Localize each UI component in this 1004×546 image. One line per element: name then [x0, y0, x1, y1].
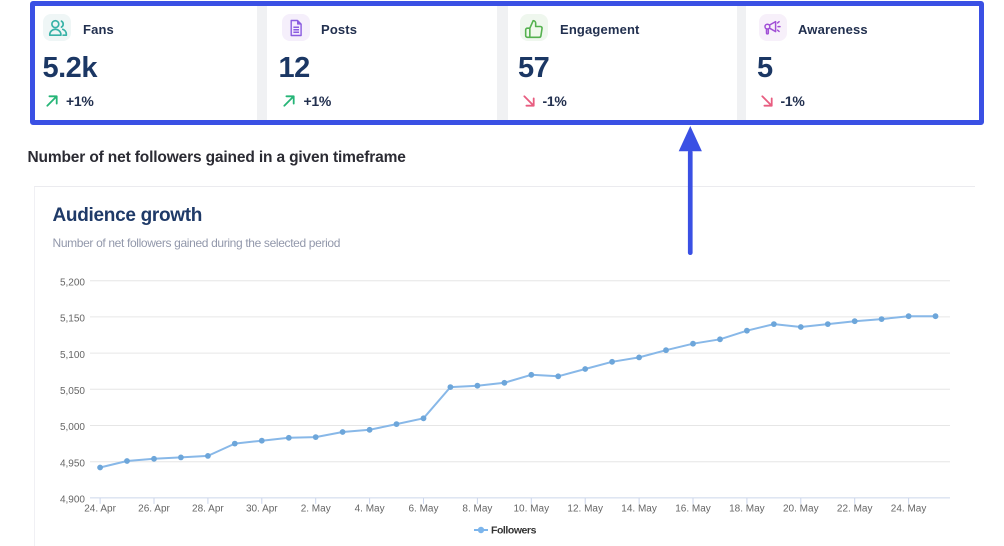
svg-text:30. Apr: 30. Apr [246, 504, 278, 515]
svg-text:4,900: 4,900 [60, 495, 85, 506]
svg-text:16. May: 16. May [675, 504, 711, 515]
svg-text:26. Apr: 26. Apr [138, 504, 170, 515]
svg-text:22. May: 22. May [837, 504, 873, 515]
svg-text:4,950: 4,950 [60, 458, 85, 469]
svg-text:10. May: 10. May [514, 504, 550, 515]
svg-text:5,000: 5,000 [60, 422, 85, 433]
svg-text:2. May: 2. May [301, 504, 331, 515]
svg-text:24. May: 24. May [891, 504, 927, 515]
svg-text:28. Apr: 28. Apr [192, 504, 224, 515]
svg-text:24. Apr: 24. Apr [84, 504, 116, 515]
svg-text:5,150: 5,150 [60, 314, 85, 325]
svg-text:4. May: 4. May [355, 504, 385, 515]
svg-text:Followers: Followers [491, 525, 537, 537]
svg-text:5,100: 5,100 [60, 350, 85, 361]
svg-text:14. May: 14. May [621, 504, 657, 515]
svg-text:12. May: 12. May [567, 504, 603, 515]
svg-text:8. May: 8. May [462, 504, 492, 515]
svg-text:20. May: 20. May [783, 504, 819, 515]
svg-text:5,200: 5,200 [60, 277, 85, 288]
svg-text:18. May: 18. May [729, 504, 765, 515]
svg-text:6. May: 6. May [408, 504, 438, 515]
svg-text:5,050: 5,050 [60, 386, 85, 397]
